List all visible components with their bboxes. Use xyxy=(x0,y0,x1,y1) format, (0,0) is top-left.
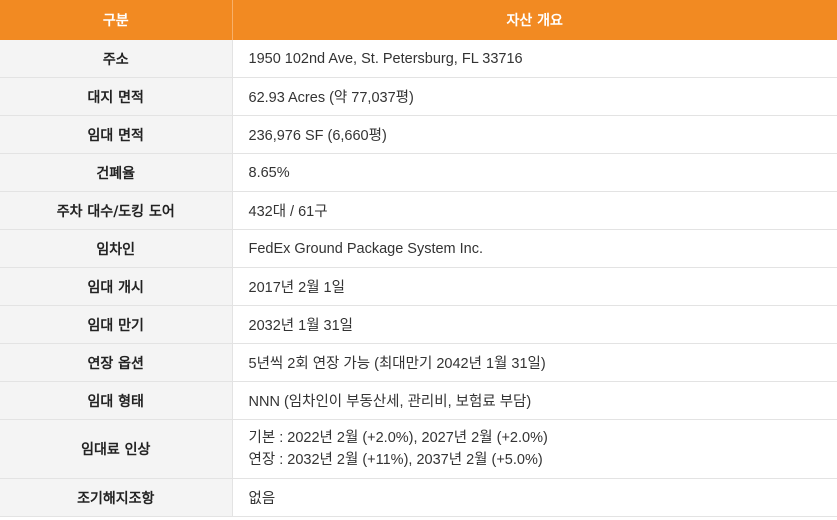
table-row-coverage-ratio: 건폐율 8.65% xyxy=(0,153,837,192)
table-row-tenant: 임차인 FedEx Ground Package System Inc. xyxy=(0,229,837,268)
table-row-lease-start: 임대 개시 2017년 2월 1일 xyxy=(0,267,837,306)
table-row-land-area: 대지 면적 62.93 Acres (약 77,037평) xyxy=(0,77,837,116)
row-value: 없음 xyxy=(232,478,837,517)
row-label: 임차인 xyxy=(0,229,233,268)
row-label: 임대 면적 xyxy=(0,115,233,154)
row-value: 기본 : 2022년 2월 (+2.0%), 2027년 2월 (+2.0%) … xyxy=(232,419,837,479)
row-label: 임대 개시 xyxy=(0,267,233,306)
row-label: 임대 형태 xyxy=(0,381,233,420)
row-label: 주소 xyxy=(0,40,233,78)
row-value: 8.65% xyxy=(232,153,837,192)
row-value: NNN (임차인이 부동산세, 관리비, 보험료 부담) xyxy=(232,381,837,420)
table-row-lease-type: 임대 형태 NNN (임차인이 부동산세, 관리비, 보험료 부담) xyxy=(0,381,837,420)
table-row-parking-docks: 주차 대수/도킹 도어 432대 / 61구 xyxy=(0,191,837,230)
row-value: 432대 / 61구 xyxy=(232,191,837,230)
row-value: 236,976 SF (6,660평) xyxy=(232,115,837,154)
row-value: 62.93 Acres (약 77,037평) xyxy=(232,77,837,116)
row-label: 연장 옵션 xyxy=(0,343,233,382)
table-row-extension-option: 연장 옵션 5년씩 2회 연장 가능 (최대만기 2042년 1월 31일) xyxy=(0,343,837,382)
row-value: 2032년 1월 31일 xyxy=(232,305,837,344)
row-label: 조기해지조항 xyxy=(0,478,233,517)
row-value: FedEx Ground Package System Inc. xyxy=(232,229,837,268)
row-label: 건폐율 xyxy=(0,153,233,192)
row-label: 임대 만기 xyxy=(0,305,233,344)
table-row-early-termination: 조기해지조항 없음 xyxy=(0,478,837,517)
header-category: 구분 xyxy=(0,0,233,40)
row-label: 주차 대수/도킹 도어 xyxy=(0,191,233,230)
table-row-leased-area: 임대 면적 236,976 SF (6,660평) xyxy=(0,115,837,154)
rent-escalation-base: 기본 : 2022년 2월 (+2.0%), 2027년 2월 (+2.0%) xyxy=(248,430,548,446)
table-row-address: 주소 1950 102nd Ave, St. Petersburg, FL 33… xyxy=(0,40,837,78)
row-label: 임대료 인상 xyxy=(0,419,233,479)
row-label: 대지 면적 xyxy=(0,77,233,116)
header-asset-overview: 자산 개요 xyxy=(232,0,837,40)
row-value: 5년씩 2회 연장 가능 (최대만기 2042년 1월 31일) xyxy=(232,343,837,382)
table-header-row: 구분 자산 개요 xyxy=(0,0,837,40)
table-row-lease-expiry: 임대 만기 2032년 1월 31일 xyxy=(0,305,837,344)
table-row-rent-escalation: 임대료 인상 기본 : 2022년 2월 (+2.0%), 2027년 2월 (… xyxy=(0,419,837,479)
row-value: 1950 102nd Ave, St. Petersburg, FL 33716 xyxy=(232,40,837,78)
row-value: 2017년 2월 1일 xyxy=(232,267,837,306)
rent-escalation-extension: 연장 : 2032년 2월 (+11%), 2037년 2월 (+5.0%) xyxy=(248,452,543,468)
